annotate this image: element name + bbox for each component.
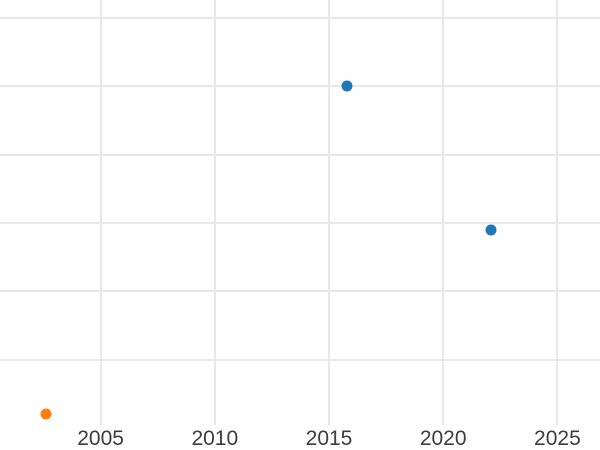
x-tick-label-2015: 2015 — [305, 427, 353, 450]
h-gridline-5 — [0, 85, 600, 88]
x-tick-label-2010: 2010 — [191, 427, 239, 450]
x-tick-label-2020: 2020 — [419, 427, 467, 450]
data-point-series-orange — [40, 408, 52, 420]
h-gridline-2 — [0, 290, 600, 293]
h-gridline-4 — [0, 153, 600, 156]
v-gridline-2010 — [213, 0, 216, 425]
h-gridline-3 — [0, 221, 600, 224]
x-tick-label-2005: 2005 — [77, 427, 124, 450]
v-gridline-2020 — [442, 0, 445, 425]
h-gridline-6 — [0, 17, 600, 19]
data-point-series-blue — [341, 80, 353, 92]
v-gridline-2015 — [328, 0, 330, 425]
v-gridline-2025 — [556, 0, 559, 425]
data-point-series-blue — [485, 224, 497, 236]
v-gridline-2005 — [99, 0, 102, 425]
h-gridline-1 — [0, 358, 600, 361]
x-tick-label-2025: 2025 — [534, 427, 581, 450]
